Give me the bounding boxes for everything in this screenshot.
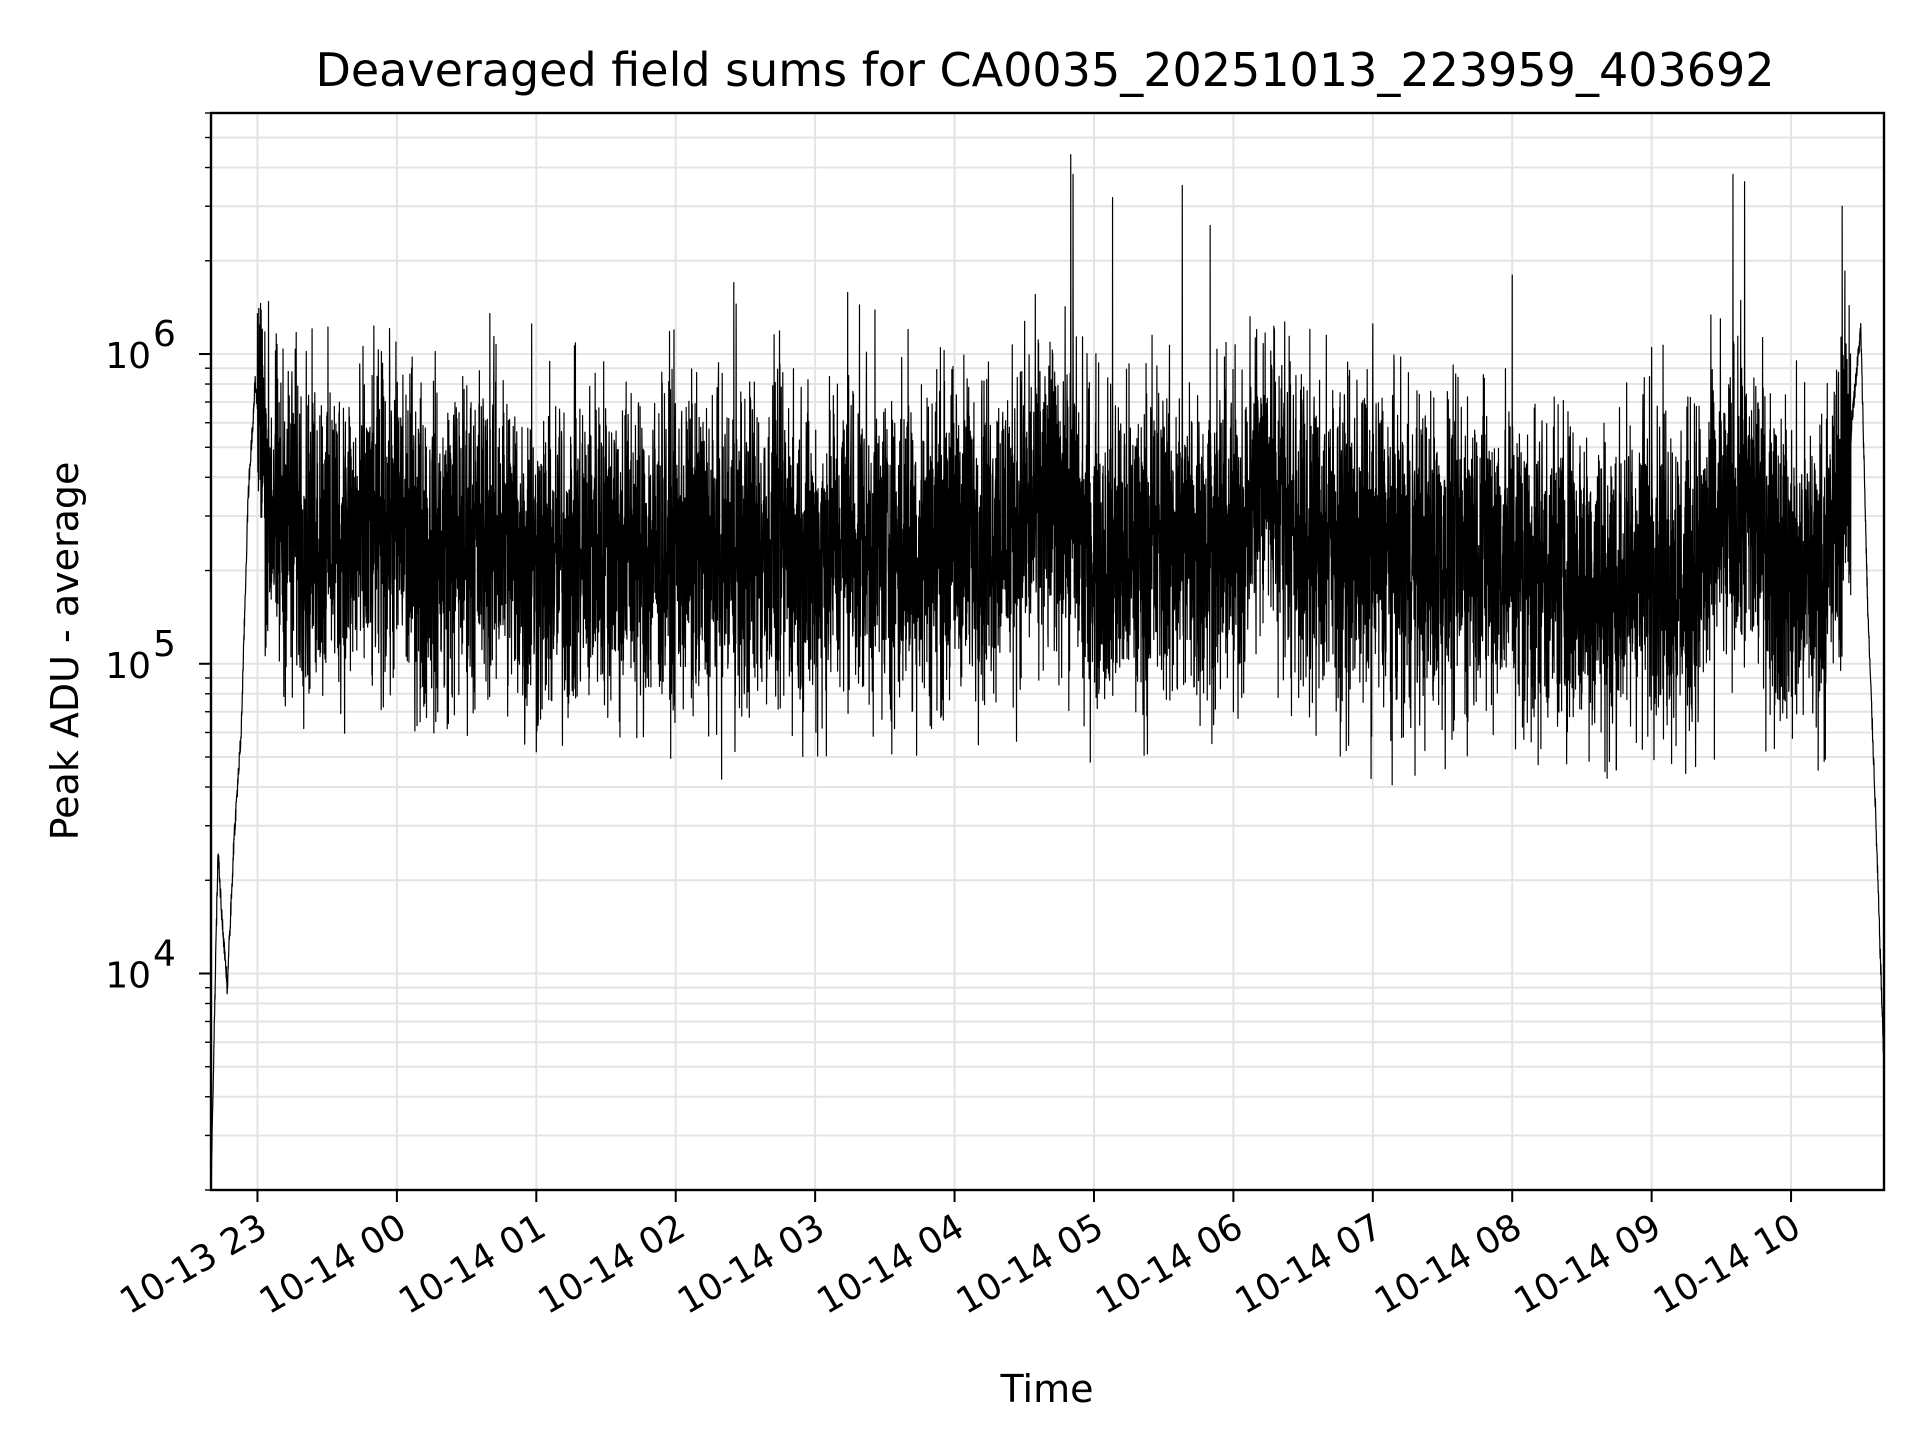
y-tick-label: 10 — [105, 646, 151, 687]
y-tick-label: 10 — [105, 956, 151, 997]
y-tick-label-exponent: 6 — [153, 314, 176, 355]
y-tick-label-exponent: 4 — [153, 934, 176, 975]
series-group — [211, 154, 1884, 1190]
chart-title: Deaveraged field sums for CA0035_2025101… — [315, 43, 1774, 97]
series-line — [211, 154, 1884, 1190]
y-axis-label: Peak ADU - average — [43, 462, 87, 841]
x-axis-label: Time — [1000, 1367, 1094, 1411]
y-tick-label-exponent: 5 — [153, 624, 176, 665]
plot-frame — [209, 111, 1886, 1192]
y-tick-label: 10 — [105, 336, 151, 377]
